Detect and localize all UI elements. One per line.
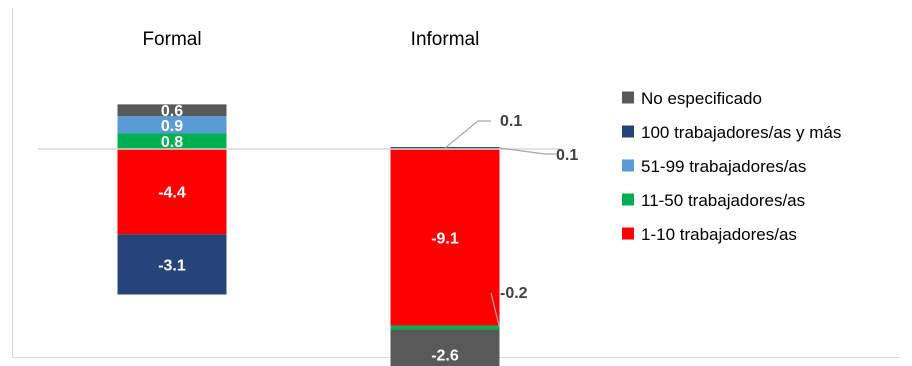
bar-formal-51-99-trabajadores-as (117, 116, 227, 134)
legend-swatch-51-99-trabajadores-as (622, 159, 634, 172)
data-label-formal-1-10-trabajadores-as: -4.4 (158, 185, 186, 202)
bar-formal-11-50-trabajadores-as (117, 133, 227, 149)
data-label-informal-51-99-trabajadores-as-leader (499, 147, 556, 155)
data-label-informal-51-99-trabajadores-as: 0.1 (556, 147, 578, 164)
data-label-formal-no-especificado: 0.6 (161, 103, 183, 120)
data-label-informal-no-especificado: -2.6 (431, 348, 459, 365)
bar-informal-1-10-trabajadores-as (390, 149, 500, 326)
legend-label-1-10-trabajadores-as: 1-10 trabajadores/as (641, 225, 797, 244)
legend-label-no-especificado: No especificado (641, 89, 762, 108)
data-label-formal-100-trabajadores-as-y-m-s: -3.1 (158, 257, 186, 274)
legend-label-100-trabajadores-as-y-m-s: 100 trabajadores/as y más (641, 123, 841, 142)
legend-label-51-99-trabajadores-as: 51-99 trabajadores/as (641, 157, 806, 176)
category-label-formal: Formal (142, 29, 201, 50)
legend-swatch-1-10-trabajadores-as (622, 227, 634, 240)
bar-informal-no-especificado (390, 329, 500, 366)
bar-formal-no-especificado (117, 104, 227, 117)
data-label-formal-11-50-trabajadores-as: 0.8 (161, 134, 183, 151)
bar-formal-100-trabajadores-as-y-m-s (117, 234, 227, 295)
legend-swatch-no-especificado (622, 91, 634, 104)
category-label-informal: Informal (411, 29, 480, 50)
data-label-informal-11-50-trabajadores-as-leader (490, 292, 501, 328)
data-label-informal-100-trabajadores-as-y-m-s: 0.1 (500, 113, 522, 130)
data-label-informal-100-trabajadores-as-y-m-s-leader (444, 120, 491, 149)
bar-informal-11-50-trabajadores-as (390, 325, 500, 330)
legend-label-11-50-trabajadores-as: 11-50 trabajadores/as (641, 191, 805, 210)
data-label-formal-51-99-trabajadores-as: 0.9 (161, 118, 183, 135)
legend-swatch-100-trabajadores-as-y-m-s (622, 125, 634, 138)
legend-swatch-11-50-trabajadores-as (622, 193, 634, 206)
data-label-informal-1-10-trabajadores-as: -9.1 (431, 230, 459, 247)
data-label-informal-11-50-trabajadores-as: -0.2 (500, 285, 528, 302)
bar-formal-1-10-trabajadores-as (117, 149, 227, 235)
